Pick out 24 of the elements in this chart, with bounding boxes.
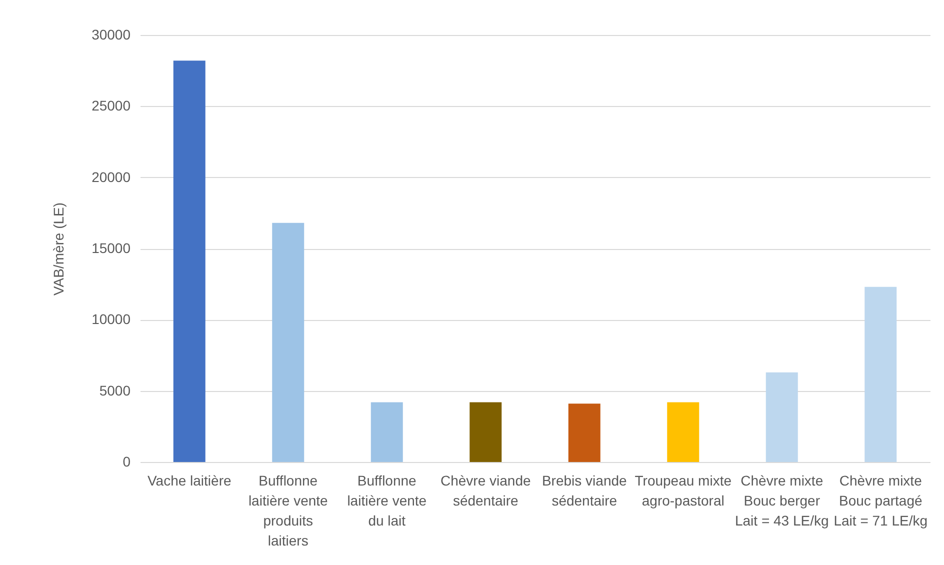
y-tick-label: 20000 xyxy=(92,168,131,185)
y-tick-label: 30000 xyxy=(92,26,131,42)
bar xyxy=(470,402,502,462)
bar xyxy=(667,402,700,462)
y-axis-title: VAB/mère (LE) xyxy=(50,202,67,296)
y-tick-label: 0 xyxy=(122,454,131,470)
y-tick-label: 5000 xyxy=(99,382,131,398)
bar xyxy=(173,60,206,462)
x-tick-label: Chèvre mixte Bouc berger Lait = 43 LE/kg xyxy=(734,472,829,528)
y-tick-label: 10000 xyxy=(92,311,131,328)
bar xyxy=(370,402,403,462)
bar xyxy=(272,222,304,462)
x-tick-label: Troupeau mixte agro-pastoral xyxy=(634,472,732,508)
bar xyxy=(568,404,600,462)
y-tick-label: 15000 xyxy=(92,240,131,256)
x-tick-label: Bufflonne laitière vente du lait xyxy=(347,472,427,528)
bar xyxy=(766,372,798,462)
x-tick-label: Chèvre mixte Bouc partagé Lait = 71 LE/kg xyxy=(834,472,928,528)
x-tick-label: Bufflonne laitière vente produits laitiers xyxy=(248,472,328,548)
bar xyxy=(864,286,897,462)
y-tick-label: 25000 xyxy=(92,98,131,114)
x-tick-label: Brebis viande sédentaire xyxy=(542,472,627,508)
x-tick-label: Vache laitière xyxy=(147,472,232,488)
x-tick-label: Chèvre viande sédentaire xyxy=(440,472,531,508)
